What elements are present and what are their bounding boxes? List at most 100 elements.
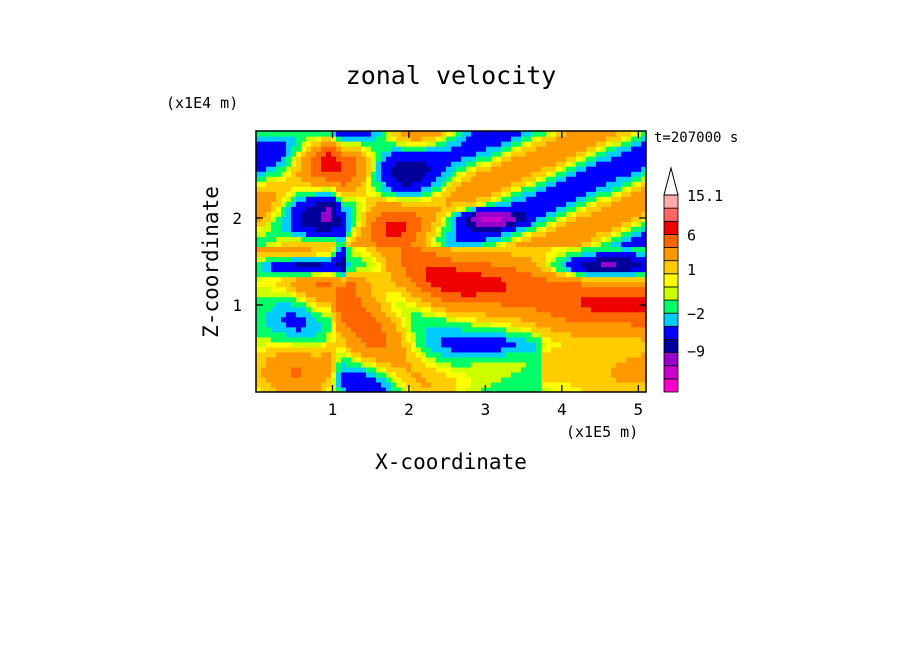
heatmap-cell: [371, 346, 377, 353]
heatmap-cell: [441, 161, 447, 167]
heatmap-cell: [381, 306, 387, 313]
heatmap-cell: [361, 151, 367, 157]
heatmap-cell: [446, 271, 452, 278]
heatmap-cell: [361, 316, 367, 323]
heatmap-cell: [586, 236, 592, 243]
heatmap-cell: [631, 256, 637, 263]
heatmap-cell: [336, 156, 342, 162]
heatmap-cell: [496, 276, 502, 283]
heatmap-cell: [531, 246, 537, 253]
heatmap-cell: [416, 141, 422, 147]
heatmap-cell: [571, 276, 577, 283]
heatmap-cell: [601, 386, 607, 392]
heatmap-cell: [606, 286, 612, 293]
heatmap-cell: [566, 211, 572, 217]
heatmap-cell: [281, 181, 287, 187]
heatmap-cell: [436, 291, 442, 298]
heatmap-cell: [256, 356, 262, 363]
heatmap-cell: [296, 266, 302, 273]
heatmap-cell: [411, 356, 417, 363]
heatmap-cell: [311, 136, 317, 142]
heatmap-cell: [416, 301, 422, 308]
heatmap-cell: [436, 306, 442, 313]
heatmap-cell: [311, 206, 317, 212]
heatmap-cell: [396, 136, 402, 142]
heatmap-cell: [631, 306, 637, 313]
heatmap-cell: [371, 196, 377, 202]
heatmap-cell: [576, 266, 582, 273]
colorbar-swatch: [663, 325, 679, 340]
heatmap-cell: [256, 231, 262, 238]
heatmap-cell: [631, 361, 637, 368]
colorbar-swatch: [663, 194, 679, 209]
heatmap-cell: [341, 271, 347, 278]
heatmap-cell: [411, 196, 417, 202]
heatmap-cell: [486, 161, 492, 167]
plot-frame: [255, 130, 647, 393]
heatmap-cell: [421, 346, 427, 353]
heatmap-cell: [621, 221, 627, 227]
heatmap-cell: [416, 161, 422, 167]
heatmap-cell: [421, 236, 427, 243]
heatmap-cell: [261, 261, 267, 268]
heatmap-cell: [566, 146, 572, 152]
heatmap-cell: [411, 306, 417, 313]
heatmap-cell: [566, 311, 572, 318]
heatmap-cell: [411, 326, 417, 333]
heatmap-cell: [506, 231, 512, 238]
heatmap-cell: [411, 136, 417, 142]
heatmap-cell: [621, 296, 627, 303]
heatmap-cell: [576, 236, 582, 243]
heatmap-cell: [471, 241, 477, 248]
heatmap-cell: [296, 156, 302, 162]
heatmap-cell: [371, 236, 377, 243]
heatmap-cell: [351, 306, 357, 313]
heatmap-cell: [291, 131, 297, 137]
heatmap-cell: [611, 161, 617, 167]
heatmap-cell: [366, 166, 372, 172]
heatmap-cell: [476, 271, 482, 278]
heatmap-cell: [601, 261, 607, 268]
heatmap-cell: [486, 346, 492, 353]
heatmap-cell: [481, 326, 487, 333]
heatmap-cell: [481, 361, 487, 368]
heatmap-cell: [496, 136, 502, 142]
heatmap-cell: [381, 231, 387, 238]
heatmap-cell: [356, 281, 362, 288]
heatmap-cell: [436, 296, 442, 303]
heatmap-cell: [411, 366, 417, 373]
heatmap-cell: [446, 321, 452, 328]
heatmap-cell: [546, 341, 552, 348]
heatmap-cell: [501, 196, 507, 202]
heatmap-cell: [641, 186, 646, 192]
heatmap-cell: [426, 296, 432, 303]
heatmap-cell: [541, 141, 547, 147]
heatmap-cell: [336, 296, 342, 303]
heatmap-cell: [516, 321, 522, 328]
heatmap-cell: [356, 251, 362, 258]
heatmap-cell: [306, 181, 312, 187]
heatmap-cell: [341, 206, 347, 212]
heatmap-cell: [606, 371, 612, 378]
heatmap-cell: [601, 311, 607, 318]
heatmap-cell: [486, 381, 492, 388]
heatmap-cell: [486, 186, 492, 192]
heatmap-cell: [506, 196, 512, 202]
heatmap-cell: [261, 146, 267, 152]
heatmap-cell: [276, 291, 282, 298]
heatmap-cell: [286, 211, 292, 217]
heatmap-cell: [336, 346, 342, 353]
heatmap-cell: [411, 216, 417, 222]
heatmap-cell: [351, 141, 357, 147]
heatmap-cell: [326, 156, 332, 162]
heatmap-cell: [436, 216, 442, 222]
heatmap-cell: [586, 196, 592, 202]
heatmap-cell: [341, 161, 347, 167]
heatmap-cell: [391, 236, 397, 243]
heatmap-cell: [396, 146, 402, 152]
heatmap-cell: [516, 281, 522, 288]
heatmap-cell: [586, 261, 592, 268]
heatmap-cell: [361, 361, 367, 368]
heatmap-cell: [466, 306, 472, 313]
heatmap-cell: [266, 321, 272, 328]
